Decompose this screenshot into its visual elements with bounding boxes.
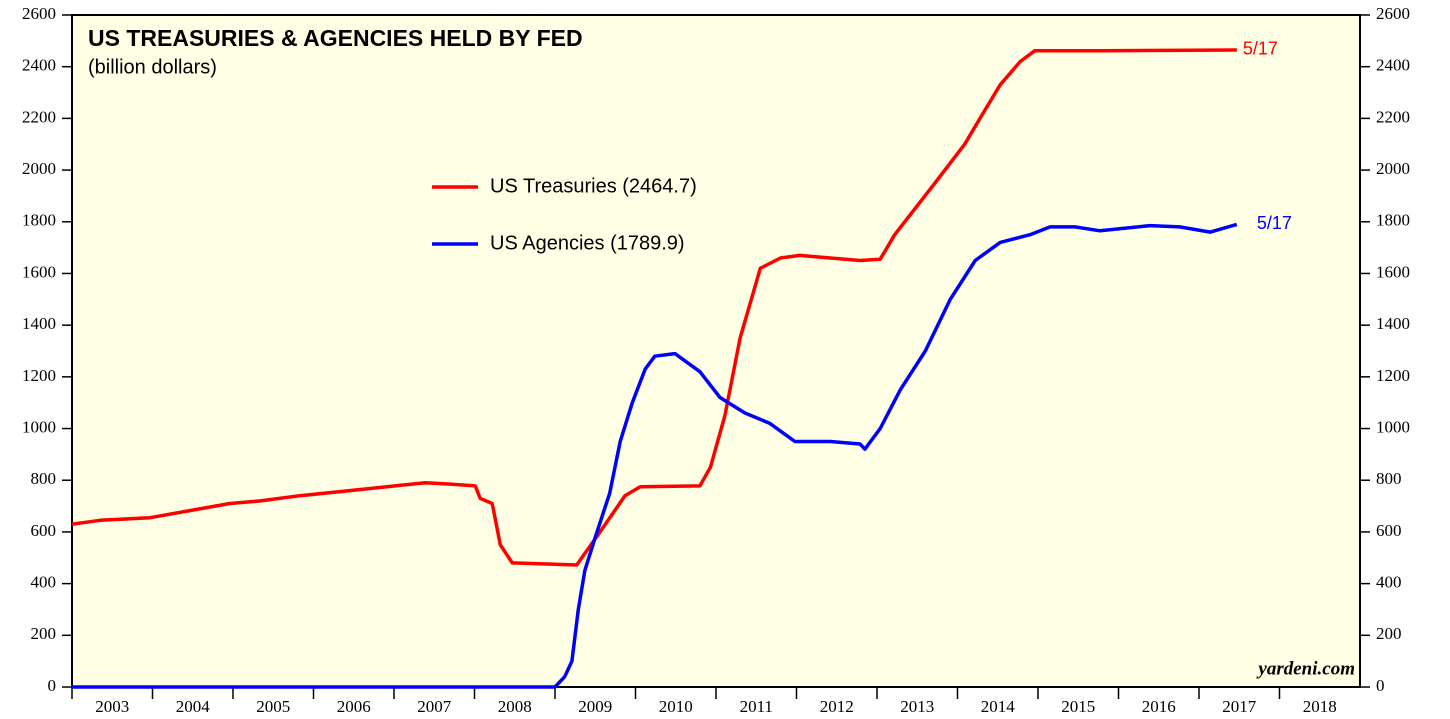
y-tick-label: 2200 (22, 107, 56, 126)
y2-tick-label: 2600 (1376, 4, 1410, 23)
y2-tick-label: 600 (1376, 521, 1402, 540)
end-label: 5/17 (1243, 39, 1278, 59)
y-tick-label: 2400 (22, 56, 56, 75)
x-tick-label: 2011 (740, 697, 773, 716)
y2-tick-label: 800 (1376, 469, 1402, 488)
y2-tick-label: 1200 (1376, 366, 1410, 385)
y-tick-label: 1400 (22, 314, 56, 333)
x-tick-label: 2010 (659, 697, 693, 716)
y2-tick-label: 2200 (1376, 107, 1410, 126)
x-tick-label: 2016 (1142, 697, 1176, 716)
y2-tick-label: 400 (1376, 573, 1402, 592)
series-line (72, 222, 1238, 689)
x-tick-label: 2017 (1222, 697, 1257, 716)
y2-tick-label: 0 (1376, 676, 1385, 695)
y2-tick-label: 1600 (1376, 262, 1410, 281)
x-tick-label: 2009 (578, 697, 612, 716)
y2-tick-label: 1800 (1376, 211, 1410, 230)
y-tick-label: 2000 (22, 159, 56, 178)
plot-area (71, 14, 1361, 688)
y-tick-label: 1000 (22, 417, 56, 436)
y-tick-label: 0 (48, 676, 57, 695)
legend-label: US Agencies (1789.9) (490, 232, 685, 254)
watermark: yardeni.com (1256, 658, 1355, 679)
x-tick-label: 2014 (981, 697, 1016, 716)
end-label: 5/17 (1257, 213, 1292, 233)
y-tick-label: 1800 (22, 211, 56, 230)
y2-tick-label: 200 (1376, 624, 1402, 643)
x-tick-label: 2004 (176, 697, 211, 716)
x-tick-label: 2003 (95, 697, 129, 716)
x-tick-label: 2015 (1061, 697, 1095, 716)
x-tick-label: 2005 (256, 697, 290, 716)
y-tick-label: 200 (31, 624, 57, 643)
y2-tick-label: 1400 (1376, 314, 1410, 333)
y-tick-label: 800 (31, 469, 57, 488)
chart-title: US TREASURIES & AGENCIES HELD BY FED (88, 25, 583, 51)
y-tick-label: 1600 (22, 262, 56, 281)
x-tick-label: 2008 (498, 697, 532, 716)
x-tick-label: 2012 (820, 697, 854, 716)
x-tick-label: 2007 (417, 697, 452, 716)
y-tick-label: 400 (31, 573, 57, 592)
y-tick-label: 2600 (22, 4, 56, 23)
x-tick-label: 2013 (900, 697, 934, 716)
y2-tick-label: 2400 (1376, 56, 1410, 75)
y-tick-label: 600 (31, 521, 57, 540)
legend-label: US Treasuries (2464.7) (490, 175, 697, 197)
y2-tick-label: 2000 (1376, 159, 1410, 178)
x-tick-label: 2006 (337, 697, 371, 716)
y-tick-label: 1200 (22, 366, 56, 385)
y2-tick-label: 1000 (1376, 417, 1410, 436)
x-tick-label: 2018 (1303, 697, 1337, 716)
chart-subtitle: (billion dollars) (88, 56, 217, 78)
series-line (71, 48, 1237, 567)
